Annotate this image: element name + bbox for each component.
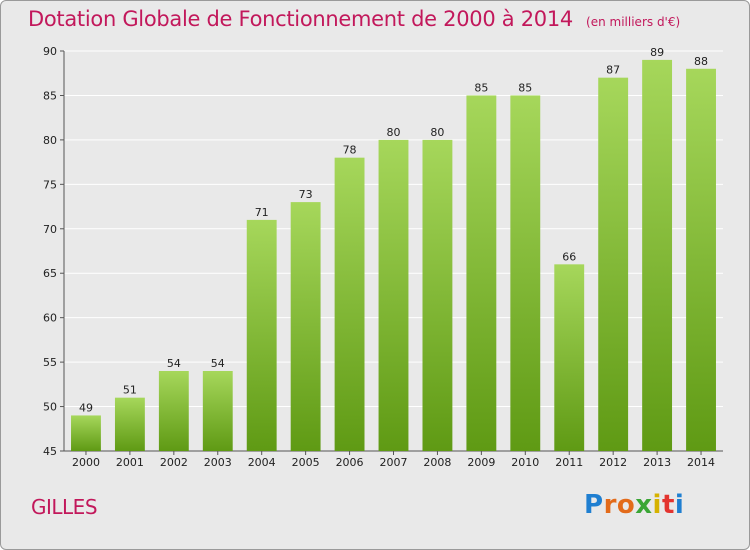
bar-value-label: 85 (474, 81, 488, 94)
logo-letter: i (652, 490, 662, 520)
bar-value-label: 80 (387, 126, 401, 139)
bar (510, 95, 541, 451)
x-tick-label: 2011 (555, 456, 583, 469)
bar-value-label: 87 (606, 64, 620, 77)
bar (158, 371, 189, 451)
y-tick-label: 45 (43, 445, 57, 458)
logo-letter: P (584, 490, 604, 520)
x-tick-label: 2002 (160, 456, 188, 469)
logo-letter: x (635, 490, 653, 520)
bar (290, 202, 321, 451)
bar (598, 77, 629, 452)
bar-value-label: 54 (167, 357, 181, 370)
logo-letter: t (661, 490, 675, 520)
bar (334, 157, 365, 451)
x-tick-label: 2000 (72, 456, 100, 469)
bar (378, 139, 409, 451)
x-tick-label: 2009 (467, 456, 495, 469)
y-tick-label: 90 (43, 45, 57, 58)
y-tick-label: 85 (43, 89, 57, 102)
bar-value-label: 71 (255, 206, 269, 219)
x-tick-label: 2014 (687, 456, 715, 469)
x-tick-label: 2006 (336, 456, 364, 469)
x-tick-label: 2005 (292, 456, 320, 469)
x-tick-label: 2008 (423, 456, 451, 469)
bar-value-label: 88 (694, 55, 708, 68)
logo-letter: o (616, 490, 636, 520)
bar-value-label: 54 (211, 357, 225, 370)
x-tick-label: 2004 (248, 456, 276, 469)
y-tick-label: 55 (43, 356, 57, 369)
bar (246, 219, 277, 451)
bar (466, 95, 497, 451)
bar-value-label: 73 (299, 188, 313, 201)
y-tick-label: 60 (43, 312, 57, 325)
title-row: Dotation Globale de Fonctionnement de 20… (28, 7, 680, 31)
x-tick-label: 2010 (511, 456, 539, 469)
logo-letter: i (674, 490, 685, 520)
bar-value-label: 78 (343, 144, 357, 157)
logo-letter: r (603, 490, 617, 520)
bar (554, 264, 585, 451)
bar (114, 397, 145, 451)
commune-name: GILLES (31, 495, 98, 519)
y-tick-label: 70 (43, 223, 57, 236)
bar-value-label: 51 (123, 384, 137, 397)
bar-value-label: 49 (79, 401, 93, 414)
x-tick-label: 2003 (204, 456, 232, 469)
bar-value-label: 85 (518, 81, 532, 94)
bar-value-label: 80 (430, 126, 444, 139)
y-tick-label: 50 (43, 401, 57, 414)
x-tick-label: 2001 (116, 456, 144, 469)
y-tick-label: 75 (43, 178, 57, 191)
bar (202, 371, 233, 451)
chart-subtitle: (en milliers d'€) (586, 15, 681, 29)
bar-value-label: 89 (650, 46, 664, 59)
proxiti-logo[interactable]: Proxiti (584, 490, 684, 520)
bar (642, 59, 673, 452)
bar (686, 68, 716, 452)
x-tick-label: 2012 (599, 456, 627, 469)
y-tick-label: 65 (43, 267, 57, 280)
bar (422, 139, 453, 451)
y-tick-label: 80 (43, 134, 57, 147)
bar-value-label: 66 (562, 250, 576, 263)
x-tick-label: 2007 (380, 456, 408, 469)
chart-title: Dotation Globale de Fonctionnement de 20… (28, 7, 573, 31)
bar (71, 415, 101, 451)
x-tick-label: 2013 (643, 456, 671, 469)
